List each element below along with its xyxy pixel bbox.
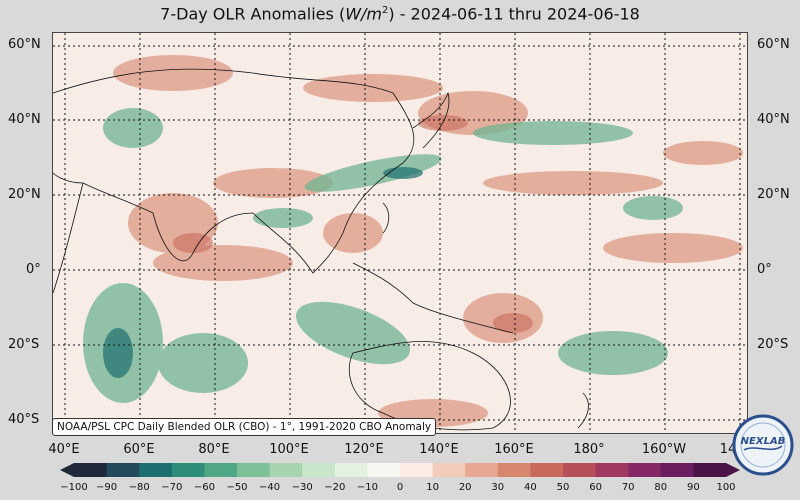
- colorbar-swatch: [171, 463, 205, 477]
- lat-label-right: 40°N: [757, 112, 790, 127]
- colorbar-swatch: [530, 463, 564, 477]
- colorbar-tick-label: −60: [193, 482, 215, 493]
- lon-label: 100°E: [269, 442, 309, 457]
- lon-label: 40°E: [48, 442, 80, 457]
- colorbar-tick-label: 80: [654, 482, 668, 493]
- lat-label-left: 20°N: [8, 187, 41, 202]
- colorbar: [60, 462, 740, 477]
- olr-anomaly-map: [52, 32, 748, 434]
- lat-label-right: 60°N: [757, 37, 790, 52]
- data-credit: NOAA/PSL CPC Daily Blended OLR (CBO) - 1…: [52, 418, 437, 436]
- colorbar-tick-label: 0: [396, 482, 404, 493]
- colorbar-min-arrow: [60, 463, 74, 477]
- colorbar-tick-label: −50: [226, 482, 248, 493]
- colorbar-swatch: [367, 463, 401, 477]
- colorbar-tick-label: −90: [96, 482, 118, 493]
- lon-label: 160°W: [641, 442, 687, 457]
- colorbar-swatch: [400, 463, 434, 477]
- colorbar-tick-label: −30: [291, 482, 313, 493]
- colorbar-swatch: [660, 463, 694, 477]
- lon-label: 140°E: [419, 442, 459, 457]
- colorbar-swatch: [693, 463, 727, 477]
- colorbar-tick-label: −40: [259, 482, 281, 493]
- colorbar-labels: −100 −90 −80 −70 −60 −50 −40 −30 −20 −10 0 10 20 30 40…: [0, 482, 800, 496]
- lat-label-left: 40°S: [8, 412, 40, 427]
- lon-label: 120°E: [344, 442, 384, 457]
- colorbar-swatch: [269, 463, 303, 477]
- lat-label-right: 0°: [757, 262, 772, 277]
- colorbar-swatch: [465, 463, 499, 477]
- map-field-svg: [53, 33, 747, 433]
- colorbar-tick-label: −80: [128, 482, 150, 493]
- lon-label: 14: [719, 442, 737, 457]
- colorbar-swatch: [628, 463, 662, 477]
- colorbar-tick-label: −20: [324, 482, 346, 493]
- lat-label-left: 40°N: [8, 112, 41, 127]
- colorbar-tick-label: −10: [356, 482, 378, 493]
- nexlab-logo: NEXLAB: [732, 414, 794, 476]
- lon-label: 160°E: [494, 442, 534, 457]
- lat-label-left: 0°: [26, 262, 41, 277]
- colorbar-tick-label: 60: [589, 482, 602, 493]
- colorbar-tick-label: −100: [60, 482, 88, 493]
- lat-label-left: 20°S: [8, 337, 40, 352]
- colorbar-tick-label: 40: [524, 482, 537, 493]
- colorbar-tick-label: 50: [556, 482, 570, 493]
- lat-label-right: 20°S: [757, 337, 789, 352]
- colorbar-swatch: [302, 463, 336, 477]
- colorbar-swatch: [106, 463, 140, 477]
- lon-label: 80°E: [198, 442, 230, 457]
- colorbar-swatch: [432, 463, 466, 477]
- lon-label: 60°E: [123, 442, 155, 457]
- colorbar-swatch: [497, 463, 531, 477]
- colorbar-tick-label: 100: [716, 482, 736, 493]
- colorbar-swatch: [563, 463, 597, 477]
- colorbar-max-arrow: [726, 463, 740, 477]
- colorbar-tick-label: 30: [491, 482, 505, 493]
- lat-label-left: 60°N: [8, 37, 41, 52]
- colorbar-swatch: [595, 463, 629, 477]
- map-title: 7-Day OLR Anomalies (W/m2) - 2024-06-11 …: [160, 4, 640, 24]
- colorbar-tick-label: −70: [161, 482, 183, 493]
- colorbar-swatch: [139, 463, 173, 477]
- svg-text:NEXLAB: NEXLAB: [741, 436, 786, 447]
- colorbar-tick-label: 90: [687, 482, 700, 493]
- colorbar-swatch: [237, 463, 271, 477]
- colorbar-swatch: [334, 463, 368, 477]
- colorbar-tick-label: 20: [458, 482, 472, 493]
- colorbar-swatch: [204, 463, 238, 477]
- colorbar-tick-label: 70: [621, 482, 635, 493]
- lat-label-right: 20°N: [757, 187, 790, 202]
- colorbar-swatch: [74, 463, 108, 477]
- colorbar-tick-label: 10: [426, 482, 439, 493]
- lon-label: 180°: [573, 442, 605, 457]
